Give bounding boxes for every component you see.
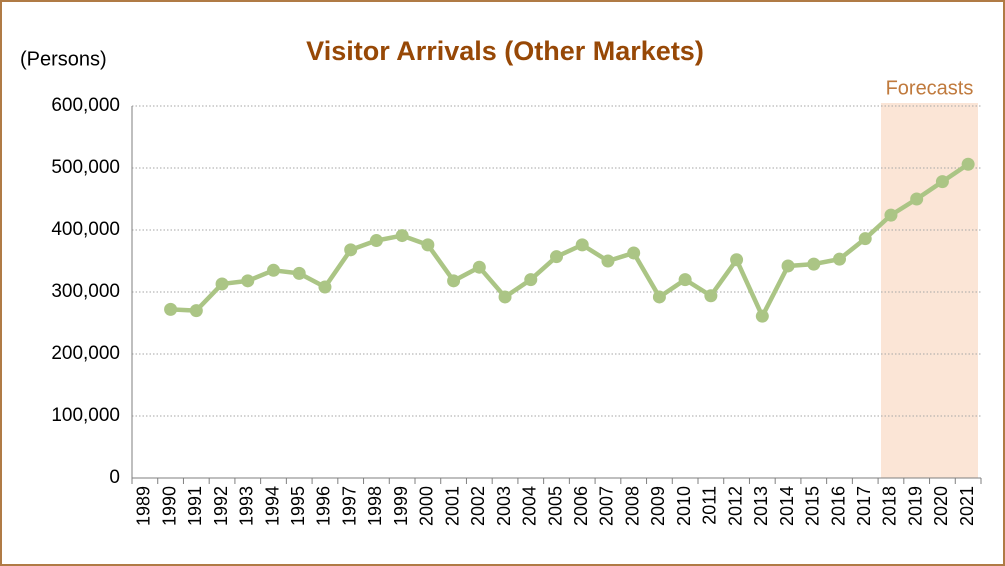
data-point <box>807 257 821 271</box>
data-point <box>189 304 203 318</box>
data-point <box>755 309 769 323</box>
x-tick-label: 2003 <box>494 486 514 526</box>
data-point <box>550 250 563 264</box>
data-point <box>344 243 358 257</box>
x-tick-label: 2001 <box>442 486 462 526</box>
forecast-shade <box>880 103 978 478</box>
x-tick-label: 2008 <box>622 486 642 526</box>
x-tick-label: 1996 <box>314 486 334 526</box>
x-tick-label: 2000 <box>417 486 437 526</box>
data-point <box>704 289 718 303</box>
data-point <box>601 254 615 268</box>
data-point <box>575 238 589 252</box>
x-tick-label: 2007 <box>597 486 617 526</box>
x-tick-label: 1989 <box>134 486 154 526</box>
x-tick-label: 1990 <box>159 486 179 526</box>
x-tick-label: 1993 <box>237 486 257 526</box>
data-point <box>164 302 178 316</box>
data-point <box>524 273 538 287</box>
y-tick-label: 500,000 <box>51 157 120 178</box>
y-tick-label: 100,000 <box>51 405 120 426</box>
x-tick-label: 1994 <box>262 486 282 526</box>
x-tick-label: 2014 <box>777 486 797 526</box>
x-tick-label: 1995 <box>288 486 308 526</box>
data-point <box>369 234 383 248</box>
x-tick-label: 1991 <box>185 486 205 526</box>
data-point <box>215 277 229 291</box>
data-point <box>498 290 512 304</box>
data-point <box>910 192 924 206</box>
data-point <box>472 260 486 274</box>
y-axis-label: (Persons) <box>20 48 107 70</box>
y-tick-label: 0 <box>109 467 120 488</box>
data-point <box>627 246 641 260</box>
data-point <box>241 274 255 288</box>
data-point <box>858 232 872 246</box>
x-tick-label: 2012 <box>725 486 745 526</box>
forecast-label: Forecasts <box>886 77 974 99</box>
x-tick-label: 2005 <box>545 486 565 526</box>
data-point <box>395 229 409 243</box>
x-tick-label: 2002 <box>468 486 488 526</box>
x-tick-label: 2004 <box>520 486 540 526</box>
data-point <box>935 175 949 189</box>
x-tick-label: 2021 <box>957 486 977 526</box>
x-tick-label: 2011 <box>700 486 720 525</box>
x-tick-label: 1998 <box>365 486 385 526</box>
x-tick-label: 2018 <box>880 486 900 526</box>
x-tick-label: 2017 <box>854 486 874 526</box>
data-point <box>292 266 306 280</box>
x-tick-label: 1999 <box>391 486 411 526</box>
x-tick-label: 1997 <box>339 486 359 526</box>
y-tick-label: 400,000 <box>51 219 120 240</box>
data-point <box>652 290 666 304</box>
x-tick-label: 2009 <box>648 486 668 526</box>
x-tick-label: 2016 <box>828 486 848 526</box>
x-tick-label: 2019 <box>905 486 925 526</box>
x-tick-label: 2020 <box>931 486 951 526</box>
x-tick-label: 2010 <box>674 486 694 526</box>
data-point <box>730 253 744 267</box>
x-tick-label: 2013 <box>751 486 771 526</box>
data-point <box>318 280 332 294</box>
data-point <box>447 274 461 288</box>
y-tick-label: 600,000 <box>51 95 120 116</box>
y-tick-label: 300,000 <box>51 281 120 302</box>
x-tick-label: 1992 <box>211 486 231 526</box>
data-point <box>884 208 898 222</box>
data-point <box>781 259 795 273</box>
data-point <box>961 157 975 171</box>
data-point <box>833 252 846 266</box>
data-point <box>678 273 692 287</box>
y-tick-label: 200,000 <box>51 343 120 364</box>
data-point <box>421 238 435 252</box>
data-point <box>267 263 280 277</box>
x-tick-label: 2015 <box>803 486 823 526</box>
x-tick-label: 2006 <box>571 486 591 526</box>
chart-title: Visitor Arrivals (Other Markets) <box>306 36 704 66</box>
